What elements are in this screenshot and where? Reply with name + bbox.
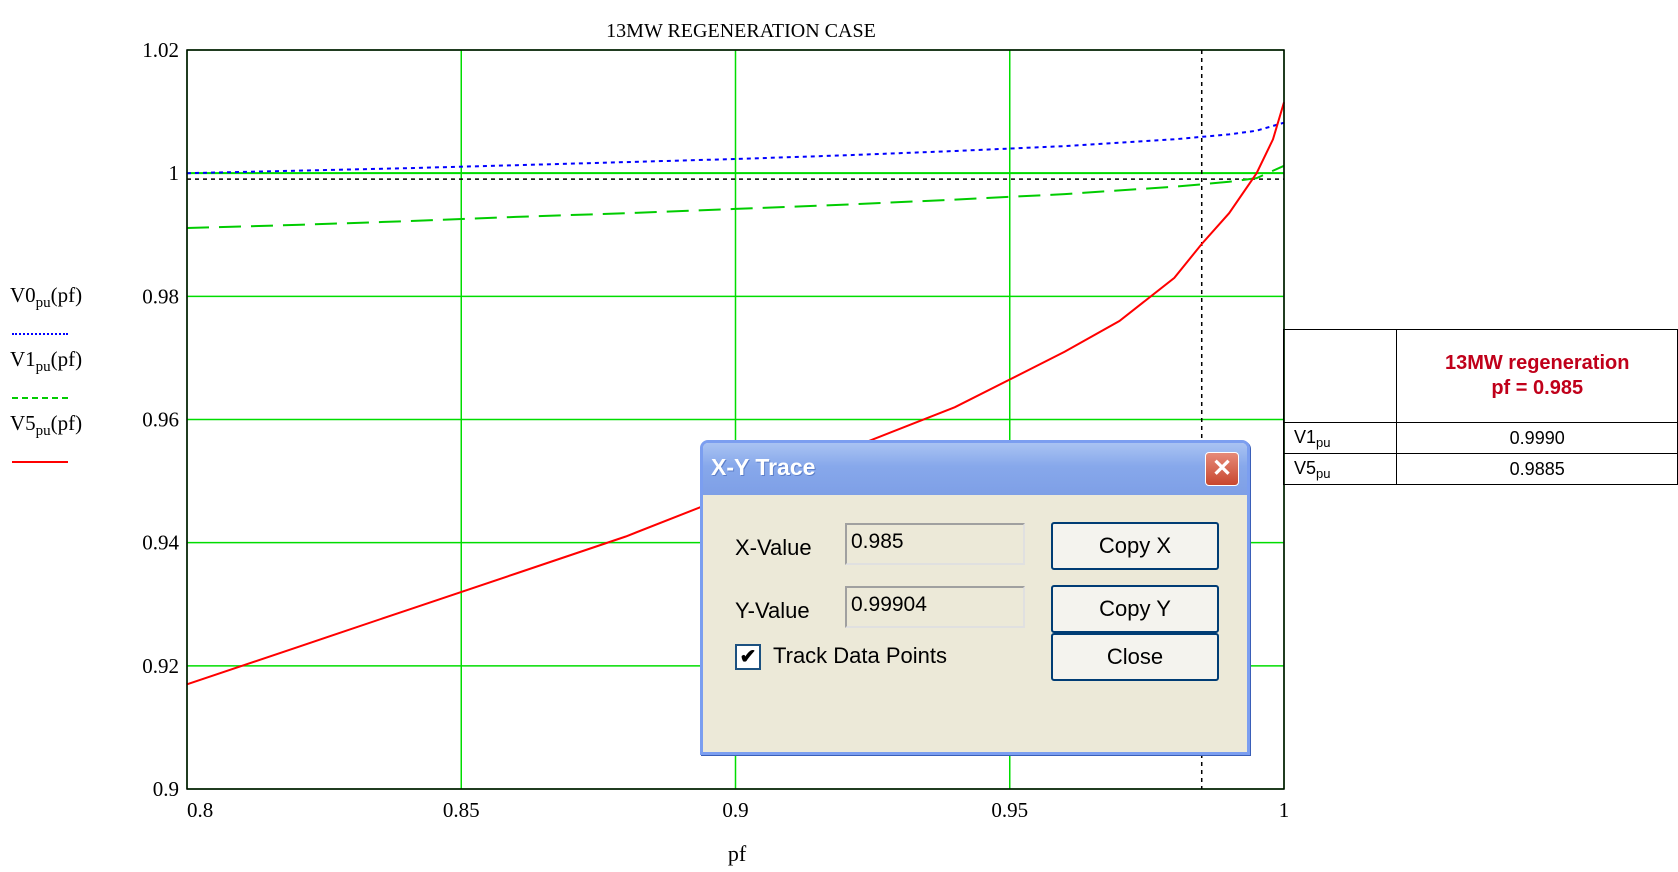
series-lines: [186, 102, 1285, 686]
y-tick-label: 1.02: [142, 38, 179, 62]
y-tick-label: 0.9: [153, 777, 179, 801]
series-line-v5: [186, 102, 1285, 686]
x-tick-label: 0.85: [443, 798, 480, 822]
x-value-field[interactable]: 0.985: [845, 523, 1025, 565]
legend-label-arg: (pf): [50, 411, 83, 435]
legend-swatch-v1: [12, 397, 68, 399]
result-table-header: 13MW regeneration pf = 0.985: [1396, 329, 1678, 423]
series-line-v0: [186, 121, 1285, 175]
track-data-points-checkbox[interactable]: ✔: [735, 644, 761, 670]
result-table-header-row: 13MW regeneration pf = 0.985: [1282, 329, 1678, 423]
result-table: 13MW regeneration pf = 0.985 V1pu 0.9990…: [1282, 329, 1678, 485]
x-axis-label: pf: [728, 841, 747, 866]
dialog-title-bar[interactable]: X-Y Trace ✕: [703, 443, 1247, 495]
xy-trace-dialog: X-Y Trace ✕ X-Value 0.985 Copy X Y-Value…: [700, 440, 1250, 755]
y-value-label: Y-Value: [735, 598, 810, 623]
legend-label-base: V0: [10, 283, 36, 307]
series-line-v1: [186, 164, 1285, 229]
y-tick-label: 0.92: [142, 654, 179, 678]
y-tick-label: 0.98: [142, 284, 179, 308]
legend-label-arg: (pf): [50, 347, 83, 371]
legend-label-arg: (pf): [50, 283, 83, 307]
legend-entry-v5: V5pu(pf): [10, 411, 82, 440]
legend-label-sub: pu: [35, 295, 51, 311]
row-label-sub: pu: [1316, 465, 1331, 481]
x-tick-label: 1: [1279, 798, 1290, 822]
legend-swatch-v5: [12, 461, 68, 463]
row-label-sub: pu: [1316, 434, 1331, 450]
result-header-line2: pf = 0.985: [1491, 377, 1584, 399]
result-header-line1: 13MW regeneration: [1444, 352, 1630, 374]
y-value-field[interactable]: 0.99904: [845, 586, 1025, 628]
legend-entry-v1: V1pu(pf): [10, 347, 82, 376]
legend-label-sub: pu: [35, 423, 51, 439]
chart-title: 13MW REGENERATION CASE: [606, 20, 876, 42]
y-tick-label: 0.96: [142, 408, 179, 432]
x-value-label: X-Value: [735, 535, 812, 560]
copy-y-button[interactable]: Copy Y: [1051, 585, 1219, 633]
close-icon[interactable]: ✕: [1205, 452, 1239, 486]
reference-lines: [187, 50, 1284, 789]
dialog-title: X-Y Trace: [711, 454, 816, 480]
legend-label-sub: pu: [35, 359, 51, 375]
row-value: 0.9885: [1396, 453, 1678, 485]
legend-swatch-v0: [12, 333, 68, 335]
row-label-base: V1: [1294, 426, 1317, 447]
track-data-points-label: Track Data Points: [773, 643, 948, 668]
row-label-base: V5: [1294, 457, 1317, 478]
y-tick-label: 0.94: [142, 531, 179, 555]
row-label: V1pu: [1282, 422, 1398, 454]
tick-labels: 0.8 0.85 0.9 0.95 1 0.9 0.92 0.94 0.96 0.98 1 1.02: [142, 38, 1289, 822]
legend-entry-v0: V0pu(pf): [10, 283, 82, 312]
x-tick-label: 0.8: [187, 798, 213, 822]
row-label: V5pu: [1282, 453, 1398, 485]
row-value: 0.9990: [1396, 422, 1678, 454]
close-button[interactable]: Close: [1051, 633, 1219, 681]
x-tick-label: 0.9: [722, 798, 748, 822]
table-row: V1pu 0.9990: [1282, 422, 1678, 454]
x-tick-label: 0.95: [991, 798, 1028, 822]
result-table-corner: [1282, 329, 1398, 423]
table-row: V5pu 0.9885: [1282, 453, 1678, 485]
legend-label-base: V1: [10, 347, 36, 371]
copy-x-button[interactable]: Copy X: [1051, 522, 1219, 570]
legend-label-base: V5: [10, 411, 36, 435]
y-tick-label: 1: [169, 161, 180, 185]
